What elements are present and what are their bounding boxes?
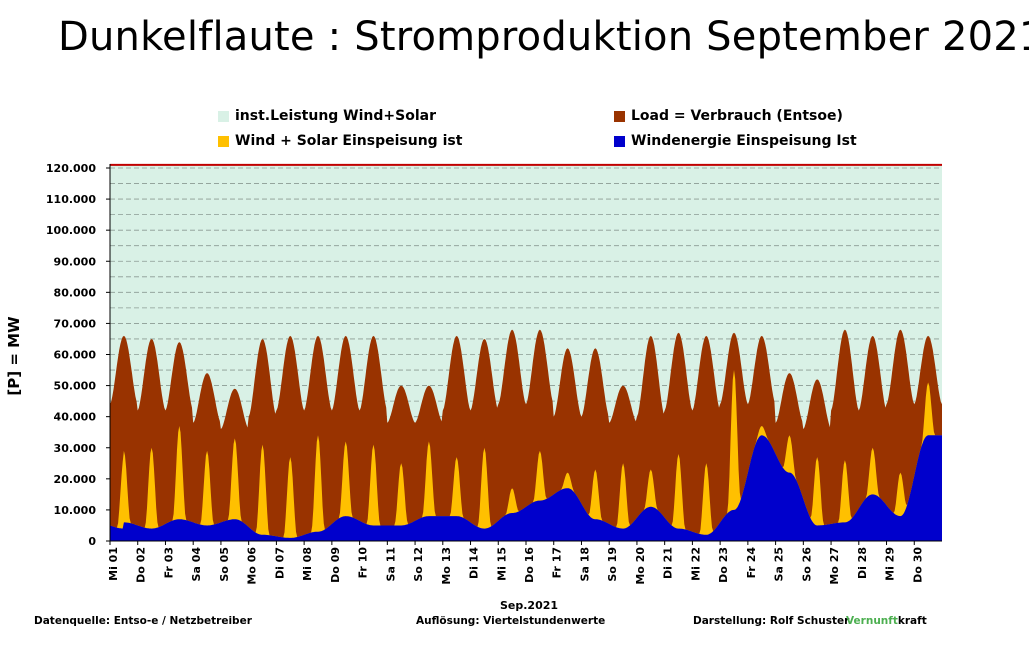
y-tick-label: 0 <box>88 535 96 548</box>
x-tick-label: Fr 24 <box>745 547 758 579</box>
x-tick-label: Mo 06 <box>246 547 259 585</box>
legend-label-installed: inst.Leistung Wind+Solar <box>235 108 436 124</box>
x-tick-label: Do 30 <box>911 547 924 583</box>
x-tick-label: Mo 13 <box>440 547 453 585</box>
footer-author: Darstellung: Rolf Schuster <box>693 615 850 627</box>
y-tick-label: 40.000 <box>54 411 97 424</box>
x-tick-label: Do 09 <box>329 547 342 583</box>
x-axis-label: Sep.2021 <box>500 599 559 612</box>
x-tick-label: Do 23 <box>717 547 730 583</box>
y-tick-label: 60.000 <box>54 349 97 362</box>
page-title: Dunkelflaute : Stromproduktion September… <box>58 14 1029 60</box>
x-tick-label: Sa 18 <box>578 547 591 581</box>
legend-swatch-wind-solar <box>218 135 229 147</box>
y-tick-label: 100.000 <box>46 224 96 237</box>
x-tick-label: So 12 <box>412 547 425 582</box>
legend-label-wind-solar: Wind + Solar Einspeisung ist <box>235 133 463 149</box>
x-tick-label: Sa 25 <box>773 547 786 581</box>
y-tick-label: 120.000 <box>46 162 96 175</box>
x-tick-label: Di 21 <box>662 547 675 579</box>
x-tick-label: Mi 01 <box>107 547 120 581</box>
footer-source: Datenquelle: Entso-e / Netzbetreiber <box>34 615 252 627</box>
legend-swatch-wind <box>614 135 625 147</box>
x-tick-label: Di 07 <box>273 547 286 579</box>
y-tick-label: 10.000 <box>54 504 97 517</box>
x-tick-label: Di 14 <box>468 547 481 579</box>
legend-load: Load = Verbrauch (Entsoe) <box>614 108 843 124</box>
legend-installed: inst.Leistung Wind+Solar <box>218 108 436 124</box>
legend-label-wind: Windenergie Einspeisung Ist <box>631 133 857 149</box>
legend-label-load: Load = Verbrauch (Entsoe) <box>631 108 843 124</box>
footer-brand-rest: kraft <box>897 615 927 627</box>
x-tick-label: Mi 22 <box>689 547 702 581</box>
x-tick-label: Do 02 <box>135 547 148 583</box>
x-tick-label: Sa 11 <box>384 547 397 581</box>
footer-brand: Vernunftkraft <box>846 615 927 627</box>
y-tick-label: 80.000 <box>54 286 97 299</box>
series-wind-solar-area <box>110 370 942 541</box>
footer-brand-green: Vernunft <box>846 615 898 627</box>
legend-wind: Windenergie Einspeisung Ist <box>614 133 857 149</box>
y-tick-label: 20.000 <box>54 473 97 486</box>
y-tick-label: 110.000 <box>46 193 96 206</box>
x-tick-label: Fr 17 <box>551 547 564 578</box>
x-tick-label: Mi 29 <box>884 547 897 581</box>
x-tick-label: Fr 03 <box>162 547 175 578</box>
legend-swatch-installed <box>218 110 229 122</box>
x-tick-label: Mo 20 <box>634 547 647 585</box>
x-tick-label: Mi 15 <box>495 547 508 581</box>
x-tick-label: So 05 <box>218 547 231 582</box>
x-tick-label: Fr 10 <box>357 547 370 579</box>
x-tick-label: So 26 <box>800 547 813 582</box>
x-tick-label: So 19 <box>606 547 619 582</box>
y-tick-label: 70.000 <box>54 317 97 330</box>
x-tick-label: Do 16 <box>523 547 536 583</box>
series-wind-area <box>110 435 942 541</box>
x-tick-label: Mo 27 <box>828 547 841 585</box>
x-tick-label: Mi 08 <box>301 547 314 581</box>
footer-resolution: Auflösung: Viertelstundenwerte <box>416 615 606 627</box>
x-tick-label: Di 28 <box>856 547 869 579</box>
y-tick-label: 90.000 <box>54 255 97 268</box>
legend-swatch-load <box>614 110 625 122</box>
x-tick-label: Sa 04 <box>190 547 203 582</box>
y-tick-label: 50.000 <box>54 380 97 393</box>
legend-wind-solar: Wind + Solar Einspeisung ist <box>218 133 462 149</box>
y-tick-label: 30.000 <box>54 442 97 455</box>
